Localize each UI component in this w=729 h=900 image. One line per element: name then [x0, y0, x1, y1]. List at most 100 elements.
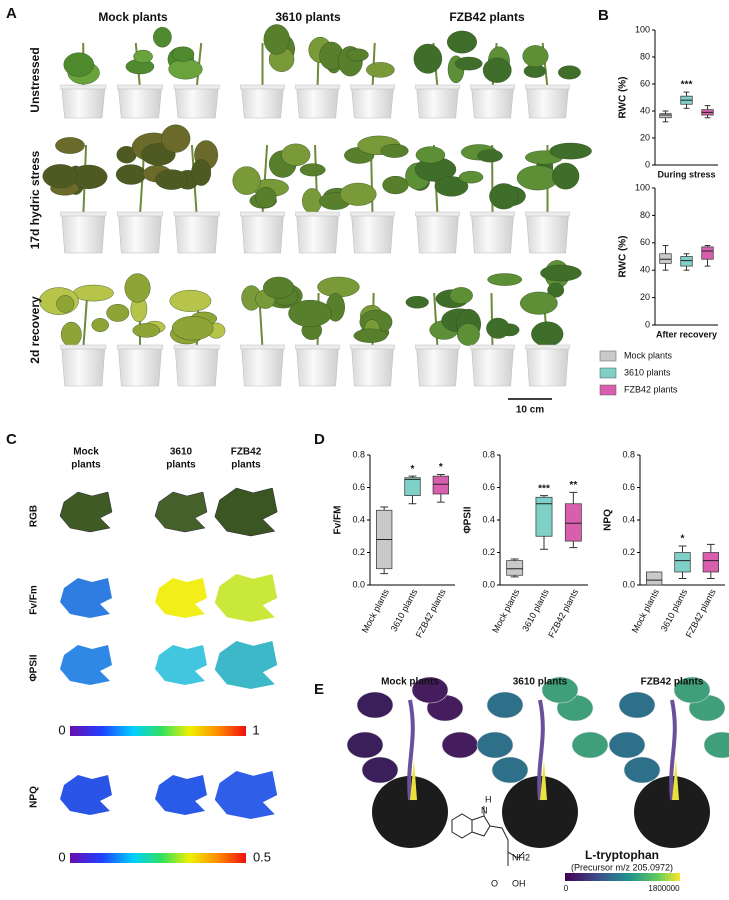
- column-header: plants: [71, 460, 101, 471]
- pot: [416, 87, 459, 119]
- leaf: [454, 56, 483, 71]
- pot-rim: [470, 211, 515, 217]
- significance: **: [569, 480, 577, 491]
- y-tick-label: 0: [645, 159, 650, 169]
- y-tick-label: 0.6: [352, 482, 365, 492]
- y-tick-label: 0.2: [482, 547, 495, 557]
- column-header: FZB42: [231, 447, 262, 458]
- leaf: [441, 731, 479, 759]
- leaf: [618, 691, 656, 719]
- x-axis-label: During stress: [657, 169, 715, 179]
- leaf: [476, 731, 514, 759]
- leaf: [339, 182, 377, 206]
- panel-label: B: [598, 7, 609, 24]
- colorbar: [70, 726, 246, 736]
- pot-rim: [295, 84, 340, 90]
- y-tick-label: 80: [640, 51, 650, 61]
- y-tick-label: 40: [640, 105, 650, 115]
- leaf-image: [155, 645, 207, 685]
- pot: [296, 87, 339, 119]
- pot-rim: [415, 84, 460, 90]
- pot-base: [502, 776, 578, 848]
- y-tick-label: 60: [640, 78, 650, 88]
- y-axis-label: Fv/FM: [333, 506, 344, 535]
- leaf: [413, 43, 443, 74]
- box: [506, 560, 524, 576]
- leaf: [477, 149, 503, 163]
- leaf-image: [60, 578, 112, 618]
- y-tick-label: 0.6: [482, 482, 495, 492]
- column-header: FZB42 plants: [449, 10, 525, 24]
- pot: [416, 347, 459, 387]
- pot-rim: [350, 344, 395, 350]
- leaf: [153, 27, 172, 48]
- leaf: [447, 30, 477, 54]
- y-tick-label: 0.2: [352, 547, 365, 557]
- pot-rim: [173, 344, 220, 350]
- legend-swatch: [599, 350, 617, 362]
- y-axis-label: RWC (%): [618, 235, 629, 277]
- y-tick-label: 0.8: [352, 449, 365, 459]
- pot: [118, 214, 162, 254]
- leaf: [520, 291, 558, 315]
- leaf: [124, 273, 151, 303]
- y-axis-label: RWC (%): [618, 76, 629, 118]
- leaf: [449, 287, 473, 304]
- leaf: [255, 186, 277, 209]
- atom-label: OH: [512, 878, 526, 888]
- pot-rim: [295, 344, 340, 350]
- pot: [241, 214, 284, 254]
- x-tick-label: Mock plants: [490, 587, 522, 635]
- box: [432, 475, 449, 495]
- x-tick-label: FZB42 plants: [414, 587, 448, 639]
- y-tick-label: 0.6: [622, 482, 635, 492]
- x-tick-label: 3610 plants: [389, 587, 420, 633]
- pot: [416, 214, 459, 254]
- leaf: [191, 159, 212, 186]
- leaf: [411, 676, 449, 704]
- pot-rim: [350, 211, 395, 217]
- pot-rim: [350, 84, 395, 90]
- leaf: [106, 304, 130, 322]
- pot-rim: [415, 211, 460, 217]
- row-header: Fv/Fm: [29, 585, 40, 615]
- stem: [407, 699, 415, 801]
- leaf: [491, 756, 529, 784]
- stem: [672, 760, 679, 800]
- x-tick-label: Mock plants: [630, 587, 662, 635]
- row-header: NPQ: [29, 786, 40, 808]
- x-tick-label: 3610 plants: [659, 587, 690, 633]
- leaf-image: [60, 775, 112, 815]
- atom-label: NH2: [512, 852, 530, 862]
- pot-rim: [60, 211, 107, 217]
- pot: [174, 87, 219, 119]
- pot: [471, 214, 514, 254]
- leaf: [56, 295, 75, 313]
- colorbar-max: 0.5: [253, 849, 271, 864]
- leaf: [380, 143, 409, 158]
- pot-rim: [470, 84, 515, 90]
- stem: [433, 292, 439, 349]
- y-axis-label: NPQ: [603, 509, 614, 531]
- panel-label: A: [6, 5, 17, 22]
- pot-rim: [295, 211, 340, 217]
- colorbar: [70, 853, 246, 863]
- leaf-image: [214, 487, 278, 537]
- leaf: [531, 321, 564, 347]
- legend-swatch: [599, 384, 617, 396]
- significance: *: [439, 462, 443, 473]
- leaf: [132, 323, 161, 338]
- pot: [118, 87, 162, 119]
- column-header: 3610 plants: [513, 677, 568, 688]
- box: [535, 496, 553, 537]
- pot: [241, 347, 284, 387]
- leaf: [263, 276, 295, 299]
- column-header: Mock: [73, 447, 99, 458]
- leaf-image: [214, 771, 278, 819]
- leaf: [55, 137, 85, 154]
- box: [659, 253, 672, 264]
- legend-label: Mock plants: [624, 350, 673, 360]
- layout: [39, 24, 729, 848]
- leaf: [486, 317, 510, 339]
- y-tick-label: 20: [640, 132, 650, 142]
